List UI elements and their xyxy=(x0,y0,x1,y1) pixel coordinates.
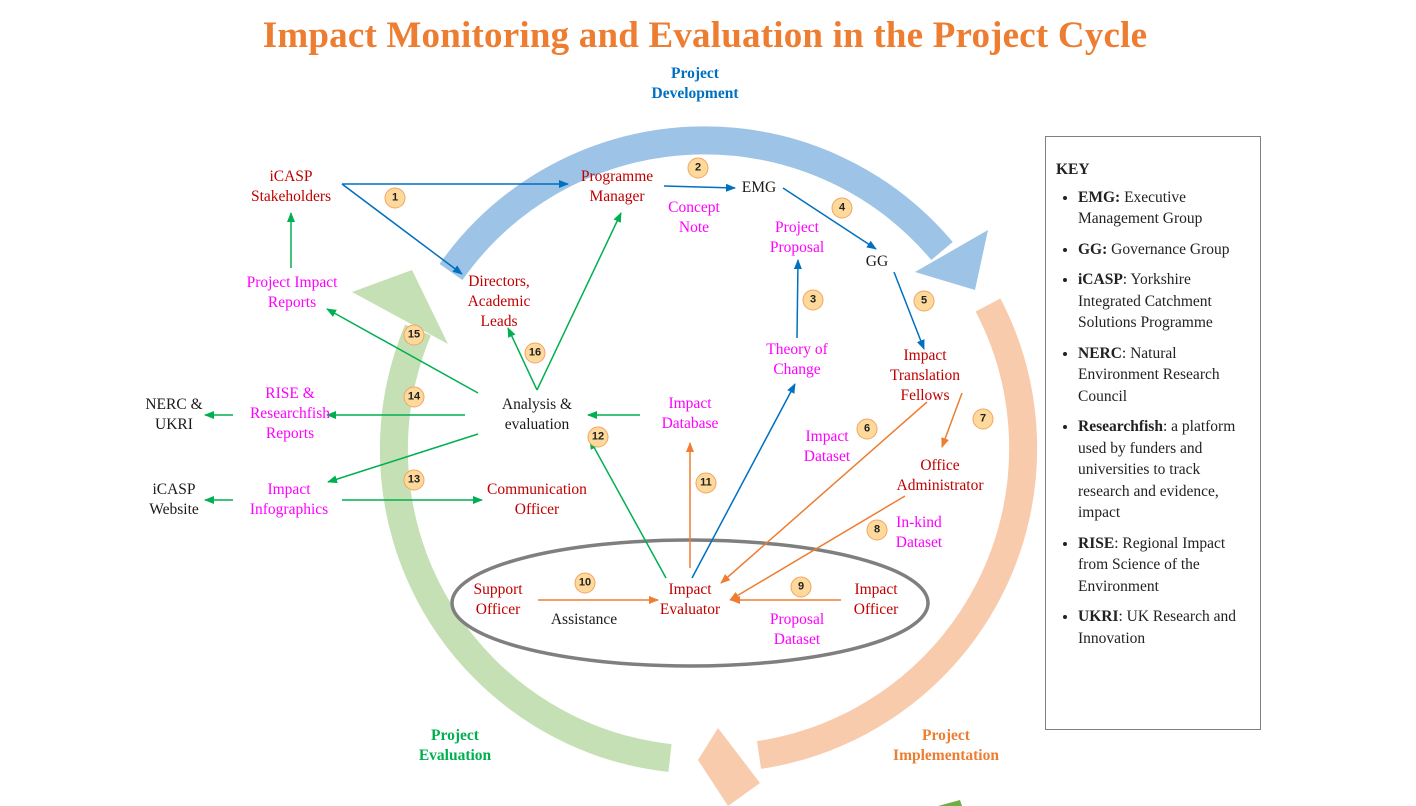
node-directors-academic-leads: Directors, Academic Leads xyxy=(467,273,531,330)
step-badge-4: 4 xyxy=(831,197,853,219)
evaluation-arc xyxy=(352,270,672,772)
page-title: Impact Monitoring and Evaluation in the … xyxy=(262,15,1148,56)
key-item: RISE: Regional Impact from Science of th… xyxy=(1078,533,1250,598)
key-legend: KEY EMG: Executive Management Group GG: G… xyxy=(1045,136,1261,730)
arrow-analysis-reports xyxy=(326,308,479,394)
node-impact-dataset: Impact Dataset xyxy=(803,428,851,465)
key-definition: : a platform used by funders and univers… xyxy=(1078,418,1236,521)
key-definition: : Regional Impact from Science of the En… xyxy=(1078,534,1226,595)
key-term: RISE xyxy=(1078,534,1115,552)
node-concept-note: Concept Note xyxy=(668,199,720,236)
key-item: EMG: Executive Management Group xyxy=(1078,187,1250,230)
key-title: KEY xyxy=(1056,161,1090,178)
node-project-proposal: Project Proposal xyxy=(769,219,825,256)
step-badge-8: 8 xyxy=(866,519,888,541)
step-badge-13: 13 xyxy=(403,469,425,491)
arrow-itf-evaluator xyxy=(720,401,928,584)
green-arrows xyxy=(204,212,667,579)
node-theory-of-change: Theory of Change xyxy=(766,341,828,378)
step-badge-6: 6 xyxy=(856,418,878,440)
arrow-programme-manager-emg xyxy=(663,183,736,192)
node-communication-officer: Communication Officer xyxy=(487,481,587,518)
key-list: EMG: Executive Management Group GG: Gover… xyxy=(1056,187,1250,650)
key-term: GG: xyxy=(1078,240,1108,258)
blue-arrows xyxy=(341,180,925,579)
implementation-arc xyxy=(698,298,1038,806)
step-badge-5: 5 xyxy=(913,290,935,312)
key-item: Researchfish: a platform used by funders… xyxy=(1078,416,1250,524)
key-definition: : UK Research and Innovation xyxy=(1078,608,1236,647)
arrow-evaluator-theory xyxy=(691,383,796,579)
node-impact-officer: Impact Officer xyxy=(853,581,899,618)
step-badge-12: 12 xyxy=(587,426,609,448)
key-definition: : Yorkshire Integrated Catchment Solutio… xyxy=(1078,271,1213,331)
key-term: iCASP xyxy=(1078,271,1123,288)
node-icasp-stakeholders: iCASP Stakeholders xyxy=(250,168,332,205)
node-analysis-evaluation: Analysis & evaluation xyxy=(501,396,573,433)
key-definition: : Natural Environment Research Council xyxy=(1078,344,1220,405)
key-term: UKRI xyxy=(1078,608,1119,625)
node-project-impact-reports: Project Impact Reports xyxy=(246,274,338,311)
key-term: EMG: xyxy=(1078,188,1121,206)
node-inkind-dataset: In-kind Dataset xyxy=(895,514,943,551)
step-badge-1: 1 xyxy=(384,187,406,209)
development-arc xyxy=(439,126,988,290)
phase-project-development: Project Development xyxy=(651,65,739,102)
step-badge-9: 9 xyxy=(790,576,812,598)
phase-project-implementation: Project Implementation xyxy=(893,727,999,764)
step-badge-2: 2 xyxy=(687,157,709,179)
arrow-itf-office-admin xyxy=(941,392,963,448)
node-proposal-dataset: Proposal Dataset xyxy=(769,611,825,648)
node-support-officer: Support Officer xyxy=(473,581,523,618)
key-item: GG: Governance Group xyxy=(1078,239,1250,261)
step-badge-11: 11 xyxy=(695,472,717,494)
node-impact-infographics: Impact Infographics xyxy=(249,481,329,518)
arrow-analysis-programme-manager xyxy=(536,212,622,391)
arrow-gg-itf xyxy=(893,271,925,350)
arrow-stakeholders-directors xyxy=(341,183,463,275)
node-emg: EMG xyxy=(741,179,777,196)
key-definition: Executive Management Group xyxy=(1078,188,1203,228)
arrow-office-admin-evaluator xyxy=(729,495,906,601)
key-term: Researchfish xyxy=(1078,418,1163,435)
node-gg: GG xyxy=(865,253,889,270)
node-impact-translation-fellows: Impact Translation Fellows xyxy=(889,347,961,404)
node-rise-researchfish-reports: RISE & Researchfish Reports xyxy=(249,385,331,442)
node-assistance: Assistance xyxy=(550,611,618,628)
node-impact-database: Impact Database xyxy=(661,395,719,432)
arrow-analysis-infographics xyxy=(327,433,479,484)
arrow-theory-proposal xyxy=(793,259,802,339)
node-programme-manager: Programme Manager xyxy=(580,168,654,205)
node-office-administrator: Office Administrator xyxy=(896,457,984,494)
key-definition: Governance Group xyxy=(1107,240,1230,258)
step-badge-16: 16 xyxy=(524,342,546,364)
step-badge-15: 15 xyxy=(403,324,425,346)
node-icasp-website: iCASP Website xyxy=(149,481,199,518)
orange-arrows xyxy=(538,392,963,604)
node-nerc-ukri: NERC & UKRI xyxy=(145,396,203,433)
key-item: iCASP: Yorkshire Integrated Catchment So… xyxy=(1078,269,1250,334)
step-badge-14: 14 xyxy=(403,386,425,408)
arrow-emg-gg xyxy=(782,187,877,250)
step-badge-3: 3 xyxy=(802,289,824,311)
step-badge-10: 10 xyxy=(574,572,596,594)
key-item: UKRI: UK Research and Innovation xyxy=(1078,606,1250,649)
key-term: NERC xyxy=(1078,344,1122,362)
arrow-evaluator-analysis xyxy=(589,439,667,579)
phase-project-evaluation: Project Evaluation xyxy=(418,727,492,764)
key-item: NERC: Natural Environment Research Counc… xyxy=(1078,343,1250,408)
step-badge-7: 7 xyxy=(972,408,994,430)
node-impact-evaluator: Impact Evaluator xyxy=(659,581,721,618)
arrow-fragment xyxy=(938,800,962,806)
arrow-analysis-directors xyxy=(507,327,538,391)
